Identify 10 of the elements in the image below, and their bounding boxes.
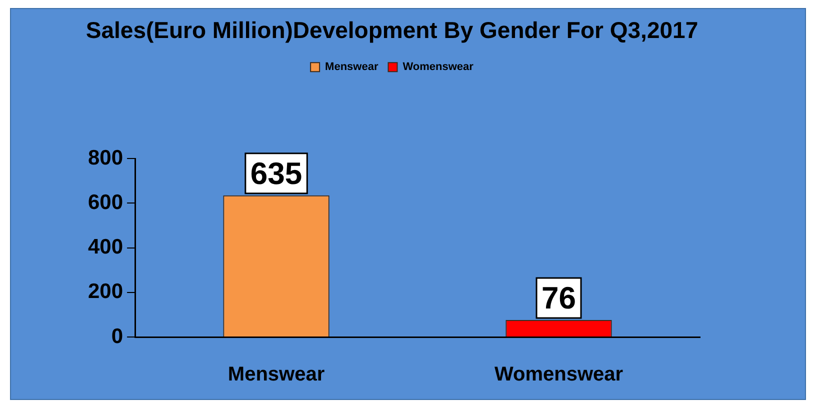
legend-label: Menswear: [325, 61, 379, 74]
y-tick-label: 200: [88, 280, 124, 304]
y-tick-label: 600: [88, 190, 124, 214]
legend-label: Womenswear: [402, 61, 474, 74]
y-tick-label: 400: [88, 236, 124, 259]
y-tick-label: 0: [111, 324, 124, 348]
data-label: 635: [250, 156, 302, 191]
chart-title: Sales(Euro Million)Development By Gender For Q3,2017: [86, 17, 698, 44]
y-tick-label: 800: [88, 146, 124, 170]
data-label: 76: [542, 280, 576, 316]
